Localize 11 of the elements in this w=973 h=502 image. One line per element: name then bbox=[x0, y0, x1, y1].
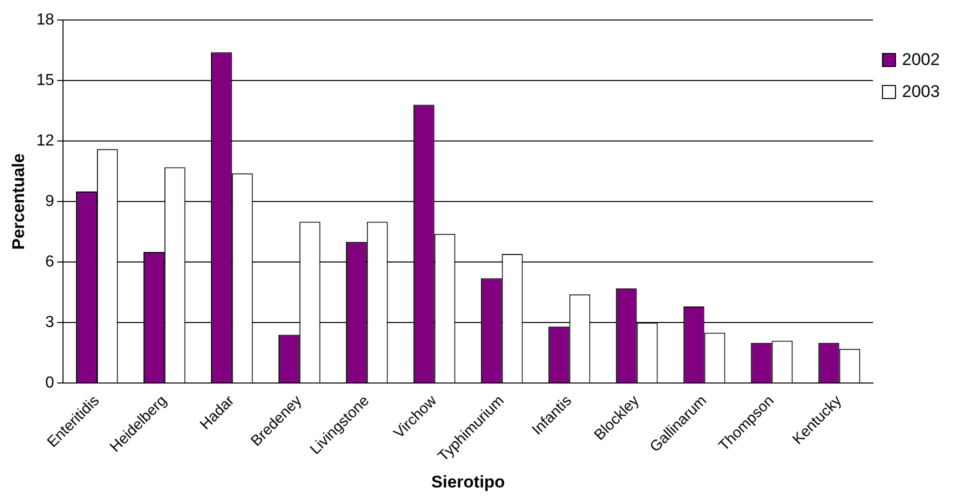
y-tick-label: 12 bbox=[36, 132, 54, 150]
y-tick-label: 18 bbox=[36, 11, 54, 28]
text: 2003 bbox=[902, 82, 940, 102]
y-tick-label: 6 bbox=[45, 254, 54, 271]
y-tick-label: 0 bbox=[45, 374, 54, 392]
x-axis-title: Sierotipo bbox=[431, 472, 505, 492]
legend-label: 2002 bbox=[902, 50, 940, 70]
y-axis-title: Percentuale bbox=[8, 153, 28, 250]
y-tick-label: 9 bbox=[45, 192, 54, 210]
y-tick-label: 3 bbox=[45, 314, 54, 332]
y-tick-label: 15 bbox=[36, 72, 54, 89]
